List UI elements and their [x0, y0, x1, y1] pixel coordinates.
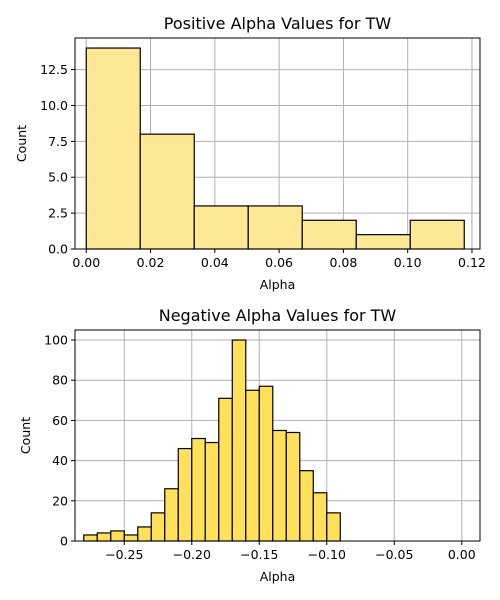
x-tick-label: 0.10 [394, 255, 422, 270]
histogram-bar [85, 47, 141, 250]
histogram-bar [409, 219, 465, 250]
y-tick-label: 0 [60, 534, 68, 549]
x-tick-label: 0.06 [265, 255, 293, 270]
y-tick-label: 60 [52, 413, 68, 428]
histogram-bar [177, 447, 193, 542]
histogram-bar [355, 234, 411, 250]
x-axis-label: Alpha [260, 569, 296, 584]
x-tick-label: −0.25 [105, 547, 143, 562]
y-tick-label: 12.5 [40, 62, 68, 77]
x-tick-label: 0.08 [329, 255, 357, 270]
histogram-bar [326, 512, 341, 542]
histogram-bar [110, 530, 125, 542]
chart-title: Positive Alpha Values for TW [164, 14, 392, 33]
x-tick-label: 0.00 [72, 255, 100, 270]
histogram-bar [164, 488, 179, 542]
x-tick-label: 0.00 [448, 547, 476, 562]
histogram-bar [301, 219, 357, 250]
histogram-bar [137, 526, 152, 542]
histogram-bar [139, 133, 195, 250]
chart-title: Negative Alpha Values for TW [159, 306, 397, 325]
negative-alpha-histogram: Negative Alpha Values for TW −0.25 −0.20−… [18, 306, 481, 584]
bars [85, 47, 465, 250]
histogram-bar [204, 441, 220, 542]
bars [83, 339, 341, 542]
y-tick-label: 0.0 [48, 242, 68, 257]
histogram-bar [312, 492, 328, 542]
y-tick-label: 2.5 [48, 206, 68, 221]
histogram-bar [247, 205, 303, 250]
histogram-bar [150, 512, 166, 542]
y-tick-label: 10.0 [40, 98, 68, 113]
x-tick-label: 0.04 [201, 255, 229, 270]
histogram-bar [191, 437, 206, 542]
histogram-bar [272, 429, 287, 542]
y-tick-label: 5.0 [48, 170, 68, 185]
histogram-bar [96, 532, 112, 542]
histogram-bar [123, 534, 139, 542]
positive-alpha-histogram: Positive Alpha Values for TW 0.00 0.02 0.0… [14, 14, 486, 292]
x-tick-label: 0.02 [137, 255, 165, 270]
histogram-bar [245, 389, 260, 542]
histogram-bar [193, 205, 249, 250]
histogram-bar [231, 339, 247, 542]
x-tick-label: −0.15 [240, 547, 278, 562]
y-tick-label: 80 [52, 373, 68, 388]
histogram-bar [285, 431, 301, 542]
histogram-bar [258, 385, 274, 542]
y-axis-label: Count [14, 125, 29, 162]
y-tick-label: 20 [52, 493, 68, 508]
x-axis-label: Alpha [260, 277, 296, 292]
y-tick-label: 100 [44, 333, 68, 348]
y-tick-label: 7.5 [48, 134, 68, 149]
ticks: 0.00 0.02 0.04 0.06 0.08 0.10 0.12 0.0 2.5 5.0 7.5… [40, 62, 486, 270]
x-tick-label: 0.12 [458, 255, 486, 270]
axes-frame [74, 37, 481, 250]
axes-frame [74, 329, 481, 542]
ticks: −0.25 −0.20 −0.15 −0.10 −0.05 0.00 0 20 40 60 80 10… [44, 333, 476, 562]
x-tick-label: −0.10 [308, 547, 346, 562]
x-tick-label: −0.05 [375, 547, 413, 562]
histogram-bar [218, 397, 233, 542]
histogram-bar [299, 470, 314, 542]
y-tick-label: 40 [52, 453, 68, 468]
histogram-bar [83, 534, 98, 542]
y-axis-label: Count [18, 417, 33, 454]
x-tick-label: −0.20 [173, 547, 211, 562]
